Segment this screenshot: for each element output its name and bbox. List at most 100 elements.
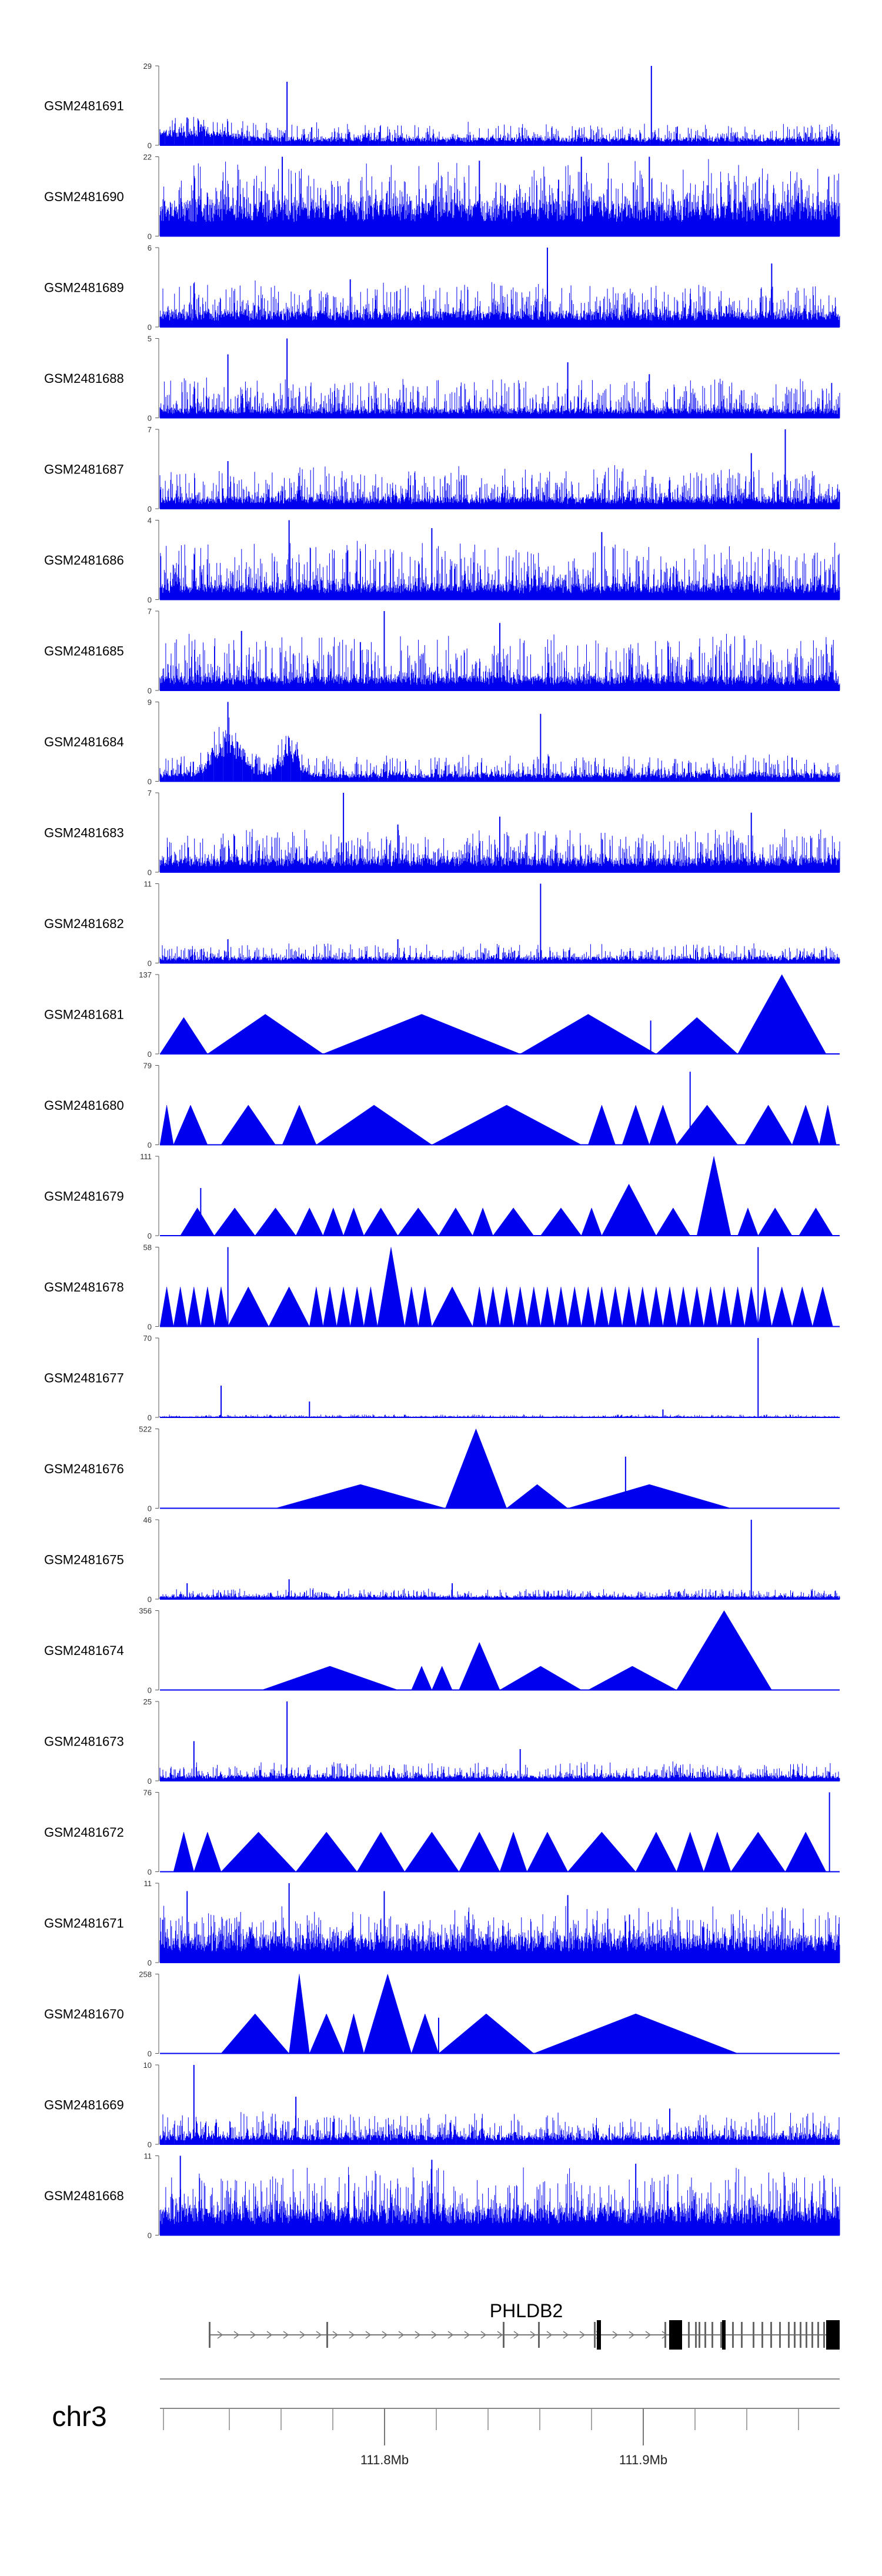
signal-area (220, 1973, 738, 2054)
signal-area (262, 1610, 772, 1690)
track-GSM2481668: GSM2481668 11 0 (44, 2152, 840, 2240)
y-tick-label-zero: 0 (148, 232, 152, 241)
track-label: GSM2481685 (44, 644, 124, 659)
track-label: GSM2481680 (44, 1098, 124, 1113)
strand-arrow (266, 2331, 273, 2339)
signal-bars (159, 717, 840, 782)
y-tick-label-zero: 0 (148, 1141, 152, 1150)
track-GSM2481688: GSM2481688 5 0 (44, 335, 840, 423)
y-tick-label-zero: 0 (148, 1050, 152, 1059)
track-label: GSM2481691 (44, 99, 124, 114)
strand-arrow (662, 2331, 668, 2339)
y-tick-label-max: 111 (140, 1152, 152, 1161)
gene-exon (326, 2322, 328, 2348)
gene-exon (695, 2322, 697, 2348)
track-label: GSM2481674 (44, 1643, 124, 1658)
gene-exon (720, 2322, 722, 2348)
strand-arrow (645, 2331, 652, 2339)
strand-arrow (497, 2331, 503, 2339)
gene-exon (209, 2322, 211, 2348)
gene-exon (800, 2322, 801, 2348)
track-label: GSM2481675 (44, 1553, 124, 1567)
y-tick-label-zero: 0 (148, 505, 152, 513)
y-tick-label-zero: 0 (148, 959, 152, 968)
track-GSM2481685: GSM2481685 7 0 (44, 607, 840, 695)
track-GSM2481677: GSM2481677 70 0 (44, 1334, 840, 1422)
gene-exon (741, 2322, 743, 2348)
strand-arrow (464, 2331, 470, 2339)
gene-coding-exon (832, 2320, 840, 2350)
y-tick-label-max: 11 (144, 880, 152, 889)
y-tick-label-zero: 0 (148, 1777, 152, 1786)
gene-exon (704, 2322, 706, 2348)
track-label: GSM2481669 (44, 2098, 124, 2113)
y-tick-label-max: 11 (144, 2152, 152, 2161)
track-GSM2481675: GSM2481675 46 0 (44, 1516, 840, 1604)
y-tick-label-zero: 0 (148, 1232, 152, 1240)
strand-arrow (480, 2331, 487, 2339)
track-GSM2481673: GSM2481673 25 0 (44, 1697, 840, 1786)
y-tick-label-max: 70 (143, 1334, 152, 1343)
track-GSM2481678: GSM2481678 58 0 (44, 1243, 840, 1332)
y-tick-label-max: 7 (148, 607, 152, 616)
y-tick-label-max: 58 (143, 1243, 152, 1252)
y-tick-label-max: 356 (139, 1607, 152, 1616)
track-label: GSM2481690 (44, 189, 124, 204)
strand-arrow (398, 2331, 405, 2339)
signal-bars (159, 2111, 840, 2144)
y-tick-label-max: 258 (139, 1970, 152, 1979)
strand-arrow (365, 2331, 372, 2339)
signal-area (275, 1428, 731, 1509)
track-GSM2481689: GSM2481689 6 0 (44, 243, 840, 332)
track-GSM2481670: GSM2481670 258 0 (44, 1970, 840, 2058)
genome-axis: chr3 111.8Mb 111.9Mb (52, 2378, 840, 2467)
gene-exon (794, 2322, 796, 2348)
gene-exon (770, 2322, 772, 2348)
strand-arrow (316, 2331, 322, 2339)
signal-bars (159, 377, 840, 418)
gene-exon (688, 2322, 690, 2348)
gene-exon (811, 2322, 813, 2348)
signal-bars (159, 465, 840, 509)
track-label: GSM2481681 (44, 1007, 124, 1022)
signal-area (180, 1156, 833, 1236)
y-tick-label-max: 25 (143, 1697, 152, 1706)
strand-arrow (546, 2331, 553, 2339)
track-GSM2481690: GSM2481690 22 0 (44, 153, 840, 241)
chromosome-label: chr3 (52, 2401, 106, 2432)
strand-arrow (250, 2331, 256, 2339)
signal-bars (159, 2167, 840, 2235)
strand-arrow (579, 2331, 586, 2339)
y-tick-label-max: 7 (148, 789, 152, 798)
gene-exon (503, 2322, 505, 2348)
y-tick-label-zero: 0 (148, 868, 152, 877)
y-tick-label-zero: 0 (148, 1686, 152, 1695)
gene-label: PHLDB2 (490, 2300, 563, 2321)
signal-bars (159, 1906, 840, 1963)
strand-arrow (431, 2331, 437, 2339)
gene-exon (806, 2322, 807, 2348)
y-tick-label-zero: 0 (148, 2050, 152, 2058)
signal-bars (159, 116, 840, 145)
signal-bars (159, 281, 840, 327)
strand-arrow (530, 2331, 536, 2339)
gene-exon (711, 2322, 713, 2348)
track-GSM2481680: GSM2481680 79 0 (44, 1062, 840, 1150)
track-GSM2481683: GSM2481683 7 0 (44, 789, 840, 877)
track-label: GSM2481679 (44, 1189, 124, 1204)
track-label: GSM2481689 (44, 281, 124, 295)
y-tick-label-zero: 0 (148, 141, 152, 150)
strand-arrow (563, 2331, 569, 2339)
track-GSM2481671: GSM2481671 11 0 (44, 1879, 840, 1967)
track-GSM2481682: GSM2481682 11 0 (44, 880, 840, 968)
gene-model-track: PHLDB2 (209, 2300, 840, 2350)
track-label: GSM2481683 (44, 826, 124, 840)
track-label: GSM2481676 (44, 1461, 124, 1476)
y-tick-label-max: 6 (148, 243, 152, 252)
y-tick-label-max: 7 (148, 425, 152, 434)
track-label: GSM2481670 (44, 2007, 124, 2021)
y-tick-label-zero: 0 (148, 1504, 152, 1513)
strand-arrow (349, 2331, 355, 2339)
gene-exon (732, 2322, 734, 2348)
